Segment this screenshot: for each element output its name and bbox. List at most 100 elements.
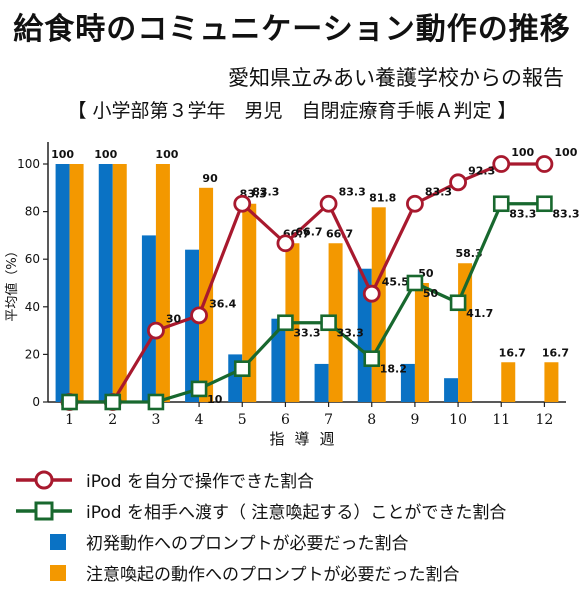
point-hand-over [277,314,294,332]
point-hand-over [320,314,337,332]
data-label-attention-prompt: 66.7 [326,227,353,240]
data-label-attention-prompt: 81.8 [369,191,396,204]
point-hand-over [233,360,251,377]
bar-attention-prompt [544,362,559,402]
point-self-operate [233,194,252,213]
bar-attention-prompt [242,203,257,402]
legend-item-blue-bar: 初発動作へのプロンプトが必要だった割合 [14,526,574,557]
data-label-self-operate: 36.4 [209,297,236,310]
point-hand-over [449,294,467,312]
data-label-hand-over: 50 [423,287,439,300]
data-label-hand-over: 33.3 [293,327,320,340]
point-hand-over [363,350,381,367]
x-tick-label: 7 [324,412,333,428]
data-label-hand-over: 83.3 [552,208,579,221]
point-hand-over [492,195,510,213]
y-tick-label: 0 [32,395,40,409]
point-hand-over [406,274,424,292]
data-label-self-operate: 66.7 [295,225,322,238]
data-label-initial-prompt: 100 [94,148,117,161]
x-tick-label: 9 [410,412,419,428]
legend-green-square-line-icon [14,499,74,523]
subject-condition: 【 小学部第３学年 男児 自閉症療育手帳Ａ判定 】 [67,100,517,122]
data-label-attention-prompt: 16.7 [542,346,569,359]
bar-initial-prompt [271,318,286,402]
data-label-self-operate: 45.5 [382,276,409,289]
x-tick-label: 12 [536,412,554,428]
x-tick-label: 4 [195,412,204,428]
data-label-self-operate: 83.3 [339,186,366,199]
chart-subtitle: 愛知県立みあい養護学校からの報告 [228,66,564,90]
point-self-operate [362,284,381,303]
point-self-operate [147,321,165,340]
data-label-initial-prompt: 100 [51,148,74,161]
x-tick-label: 2 [108,412,117,428]
y-tick-label: 20 [25,347,40,361]
y-axis-label: 平均値（%） [4,244,20,321]
data-label-self-operate: 83.3 [252,186,279,199]
x-axis-label: 指導週 [269,430,344,448]
legend-orange-square-icon [14,561,74,585]
x-tick-label: 8 [367,412,376,428]
legend-item-green-line: iPod を相手へ渡す（ 注意喚起する）ことができた割合 [14,495,574,526]
point-self-operate [406,194,424,213]
bar-initial-prompt [185,249,200,402]
data-label-hand-over: 10 [207,393,223,406]
legend-item-red-line: iPod を自分で操作できた割合 [14,464,574,495]
data-label-self-operate: 83.3 [425,186,452,199]
data-label-attention-prompt: 90 [202,172,218,185]
x-tick-label: 3 [151,412,160,428]
bar-initial-prompt [357,268,372,402]
bar-initial-prompt [444,378,459,402]
bar-initial-prompt [98,164,113,402]
legend-item-orange-bar: 注意喚起の動作へのプロンプトが必要だった割合 [14,557,574,588]
x-tick-label: 5 [238,412,247,428]
x-tick-label: 10 [449,412,467,428]
point-hand-over [536,195,553,213]
x-tick-label: 6 [281,412,290,428]
bar-initial-prompt [314,363,329,402]
bar-attention-prompt [501,362,516,402]
bar-initial-prompt [141,235,156,402]
bar-initial-prompt [400,363,415,402]
y-tick-label: 80 [25,205,40,219]
bar-initial-prompt [55,164,70,402]
data-label-self-operate: 100 [511,146,534,159]
data-label-hand-over: 41.7 [466,307,493,320]
point-self-operate [449,173,467,192]
chart-title: 給食時のコミュニケーション動作の推移 [13,12,571,47]
bar-attention-prompt [112,164,127,402]
point-hand-over [147,393,165,411]
point-hand-over [61,393,78,411]
y-tick-label: 60 [25,252,40,266]
chart-legend: iPod を自分で操作できた割合 iPod を相手へ渡す（ 注意喚起する）ことが… [14,464,574,588]
legend-label-green-line: iPod を相手へ渡す（ 注意喚起する）ことができた割合 [86,503,507,523]
x-tick-label: 1 [65,412,74,428]
point-self-operate [319,194,338,213]
bar-attention-prompt [69,164,84,402]
data-label-hand-over: 18.2 [380,363,407,376]
point-self-operate [492,155,511,173]
y-tick-label: 40 [25,300,40,314]
data-label-attention-prompt: 16.7 [499,346,526,359]
point-self-operate [276,234,295,253]
data-label-attention-prompt: 100 [155,148,178,161]
data-label-self-operate: 30 [166,313,182,326]
point-hand-over [104,393,122,411]
legend-label-orange-bar: 注意喚起の動作へのプロンプトが必要だった割合 [86,565,460,585]
data-label-attention-prompt: 58.3 [456,247,483,260]
x-tick-label: 11 [492,412,510,428]
bar-attention-prompt [414,283,429,402]
point-hand-over [190,380,208,398]
legend-label-red-line: iPod を自分で操作できた割合 [86,472,314,492]
data-label-hand-over: 83.3 [509,208,536,221]
data-label-hand-over: 33.3 [337,327,364,340]
y-tick-label: 100 [17,157,40,171]
bar-attention-prompt [155,164,170,402]
data-label-self-operate: 100 [554,146,577,159]
point-self-operate [535,155,554,173]
point-self-operate [190,306,208,325]
legend-blue-square-icon [14,530,74,554]
data-label-self-operate: 92.3 [468,164,495,177]
